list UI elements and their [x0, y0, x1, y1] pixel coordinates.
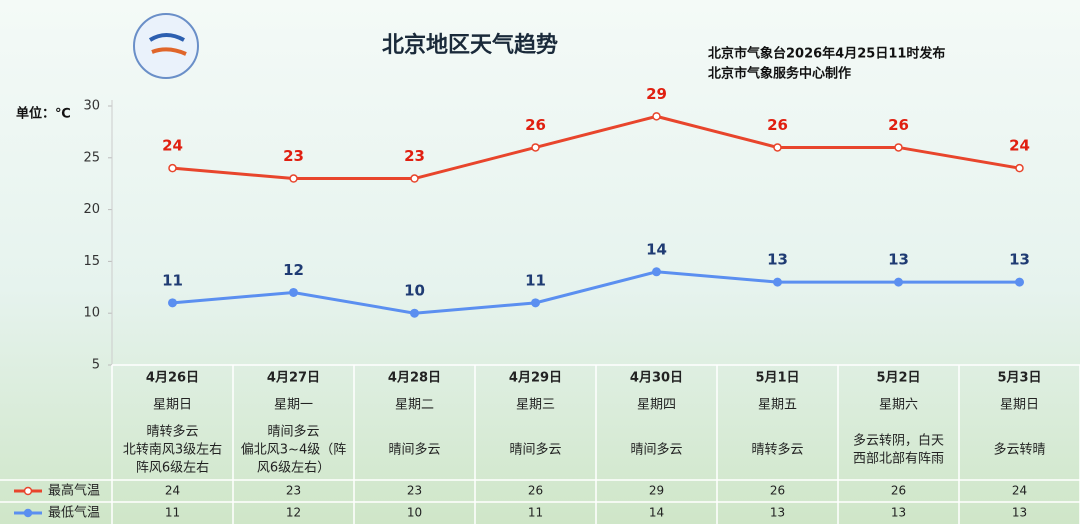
weekday: 星期六: [879, 398, 918, 413]
legend-marker: [23, 486, 33, 496]
legend-label: 最低气温: [48, 505, 100, 521]
weekday: 星期日: [1000, 398, 1039, 413]
chart-title: 北京地区天气趋势: [382, 32, 558, 58]
data-label: 29: [646, 85, 667, 103]
y-tick-label: 30: [83, 99, 100, 114]
data-label: 13: [888, 251, 909, 269]
table-value: 13: [770, 506, 785, 520]
weather: 晴转多云: [751, 442, 803, 458]
data-label: 12: [283, 261, 304, 279]
weekday: 星期四: [637, 398, 676, 413]
table-value: 29: [649, 484, 664, 498]
weather: 偏北风3~4级（阵: [241, 443, 346, 458]
weekday: 星期一: [274, 398, 313, 413]
weather: 晴间多云: [388, 442, 440, 458]
weather: 晴间多云: [267, 424, 319, 440]
data-label: 13: [767, 251, 788, 269]
x-tick-label: 5月1日: [755, 371, 799, 386]
weather: 晴间多云: [630, 442, 682, 458]
weather: 北转南风3级左右: [123, 442, 222, 458]
y-tick-label: 15: [83, 254, 100, 269]
y-tick-label: 5: [92, 358, 100, 373]
weather: 西部北部有阵雨: [853, 452, 944, 467]
y-tick-label: 25: [83, 150, 100, 165]
marker: [1015, 163, 1024, 173]
data-label: 23: [404, 147, 425, 165]
weather: 多云转晴: [993, 442, 1045, 458]
marker: [652, 112, 661, 121]
marker: [289, 287, 298, 297]
marker: [773, 277, 782, 287]
legend-marker: [23, 508, 33, 518]
table-value: 14: [649, 506, 664, 520]
data-label: 13: [1009, 251, 1030, 269]
x-tick-label: 5月2日: [876, 371, 920, 386]
table-value: 24: [165, 484, 180, 498]
table-value: 23: [286, 484, 301, 498]
y-tick-label: 10: [83, 306, 100, 321]
marker: [531, 143, 540, 152]
data-label: 26: [525, 116, 546, 134]
marker: [1015, 277, 1024, 287]
y-tick-label: 20: [83, 202, 100, 217]
weekday: 星期五: [758, 398, 797, 413]
marker: [652, 267, 661, 277]
line: [172, 270, 1020, 315]
x-tick-label: 4月26日: [146, 371, 199, 386]
table-value: 11: [528, 506, 543, 520]
marker: [168, 163, 177, 173]
data-label: 24: [1009, 137, 1030, 155]
data-label: 11: [162, 271, 183, 289]
marker: [289, 174, 298, 183]
x-tick-label: 4月29日: [509, 371, 562, 386]
x-tick-label: 4月30日: [630, 371, 683, 386]
marker: [531, 298, 540, 308]
table-value: 26: [528, 484, 543, 498]
legend-label: 最高气温: [48, 483, 100, 499]
marker: [410, 308, 419, 318]
weekday: 星期三: [516, 398, 555, 413]
table-value: 24: [1012, 484, 1027, 498]
table-value: 26: [891, 484, 906, 498]
subtitle: 北京市气象服务中心制作: [708, 66, 851, 82]
y-axis-label: 单位：℃: [16, 106, 71, 122]
table-value: 26: [770, 484, 785, 498]
table-value: 12: [286, 506, 301, 520]
logo: [133, 13, 199, 79]
marker: [773, 143, 782, 152]
data-label: 26: [888, 116, 909, 134]
weekday: 星期日: [153, 398, 192, 413]
data-label: 26: [767, 116, 788, 134]
marker: [894, 143, 903, 152]
weekday: 星期二: [395, 398, 434, 413]
data-label: 23: [283, 147, 304, 165]
data-label: 10: [404, 282, 425, 300]
x-tick-label: 5月3日: [997, 371, 1041, 386]
subtitle: 北京市气象台2026年4月25日11时发布: [708, 46, 945, 62]
x-tick-label: 4月28日: [388, 371, 441, 386]
table-value: 23: [407, 484, 422, 498]
marker: [410, 174, 419, 183]
weather: 晴间多云: [509, 442, 561, 458]
table-value: 13: [1012, 506, 1027, 520]
data-label: 11: [525, 271, 546, 289]
data-label: 14: [646, 240, 667, 258]
x-tick-label: 4月27日: [267, 371, 320, 386]
table-value: 11: [165, 506, 180, 520]
marker: [168, 298, 177, 308]
weather: 晴转多云: [146, 424, 198, 440]
weather: 风6级左右）: [257, 461, 330, 476]
table-value: 10: [407, 506, 422, 520]
weather: 多云转阴，白天: [853, 433, 944, 449]
table-value: 13: [891, 506, 906, 520]
line: [172, 114, 1020, 181]
weather: 阵风6级左右: [136, 461, 209, 476]
marker: [894, 277, 903, 287]
data-label: 24: [162, 137, 183, 155]
